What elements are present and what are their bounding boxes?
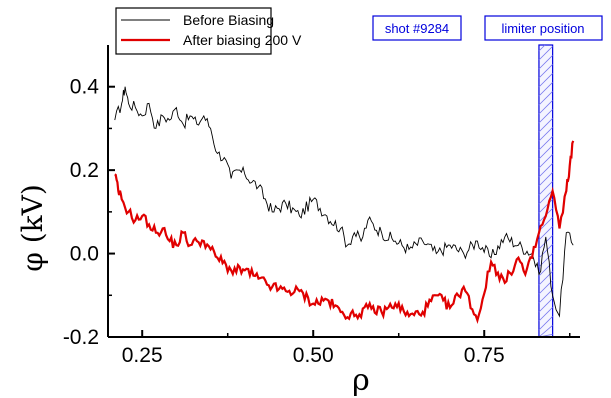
limiter-hatch [538,73,553,88]
x-tick-label: 0.25 [122,344,163,367]
annotation-shot-text: shot #9284 [385,21,449,36]
y-axis-label: φ (kV) [16,184,49,272]
series-line-after-biasing [114,140,575,325]
limiter-hatch [538,235,553,250]
limiter-hatch [538,217,553,232]
limiter-hatch [538,44,546,52]
legend-label-before-biasing: Before Biasing [183,12,274,28]
limiter-hatch [538,118,553,133]
limiter-hatch [538,136,553,151]
limiter-region [538,44,554,338]
plot-lines [114,86,575,325]
limiter-hatch [538,55,553,70]
limiter-hatch [538,172,553,187]
limiter-hatch [538,262,553,277]
y-tick-label: 0.2 [70,159,99,182]
limiter-hatch [538,289,553,304]
legend: Before Biasing After biasing 200 V [115,7,302,55]
annotation-limiter-box [484,15,603,41]
y-tick-label: 0.0 [70,243,99,266]
limiter-hatch [538,181,553,196]
limiter-hatch [538,307,553,322]
series-line-before-biasing [114,86,574,318]
legend-box [115,7,272,55]
limiter-hatch [538,145,553,160]
ticks [108,85,571,338]
limiter-hatch [538,244,553,259]
limiter-hatch [538,100,553,115]
limiter-hatch [538,91,553,106]
limiter-hatch [538,109,553,124]
limiter-hatch [538,226,553,241]
limiter-hatch [538,82,553,97]
x-tick-label: 0.50 [293,344,334,367]
y-tick-label: 0.4 [70,76,100,99]
limiter-hatch [538,127,553,142]
annotation-limiter: limiter position [484,15,603,41]
annotation-shot: shot #9284 [372,15,462,41]
limiter-hatch [538,163,553,178]
limiter-hatch [538,190,553,205]
x-tick-label: 0.75 [464,344,505,367]
annotation-limiter-text: limiter position [501,21,584,36]
limiter-hatch [538,199,553,214]
x-axis-label: ρ [352,363,370,398]
limiter-hatch [538,46,553,61]
limiter-hatch [538,154,553,169]
y-tick-label: -0.2 [63,326,99,349]
limiter-hatch [538,64,553,79]
limiter-hatch [538,298,553,313]
limiter-hatch [538,316,553,331]
legend-label-after-biasing: After biasing 200 V [183,32,302,48]
limiter-hatch [538,325,553,338]
tick-labels: -0.2 0.0 0.2 0.4 0.25 0.50 0.75 [63,76,505,367]
axes [107,45,580,338]
annotation-shot-box [372,15,462,41]
